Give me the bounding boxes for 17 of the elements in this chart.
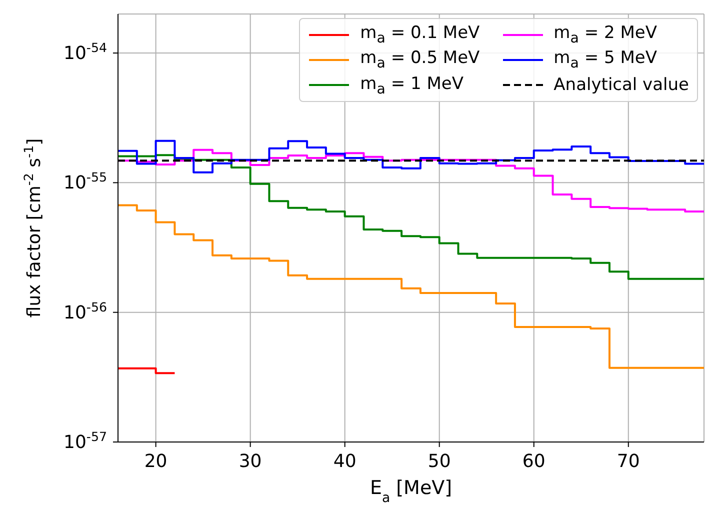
legend-label: m$_{a}$ = 2 MeV — [554, 23, 657, 46]
legend-label: m$_{a}$ = 0.5 MeV — [360, 48, 480, 72]
x-tick-label: 20 — [144, 451, 168, 472]
x-tick-label: 70 — [616, 451, 640, 472]
x-tick-label: 60 — [522, 451, 546, 472]
y-tick-label: 10$^{-57}$ — [64, 428, 107, 453]
y-tick-label: 10$^{-56}$ — [64, 298, 107, 324]
x-tick-label: 40 — [333, 451, 356, 472]
legend-label: m$_{a}$ = 1 MeV — [360, 74, 464, 98]
x-axis-title: E$_{a}$ [MeV] — [370, 477, 452, 506]
y-tick-label: 10$^{-55}$ — [64, 169, 107, 194]
legend-label: m$_{a}$ = 0.1 MeV — [360, 23, 480, 46]
x-tick-label: 50 — [428, 451, 451, 472]
legend-label: m$_{a}$ = 5 MeV — [554, 48, 657, 72]
legend-label: Analytical value — [554, 75, 689, 96]
x-tick-label: 30 — [238, 451, 262, 472]
y-tick-label: 10$^{-54}$ — [64, 40, 107, 64]
